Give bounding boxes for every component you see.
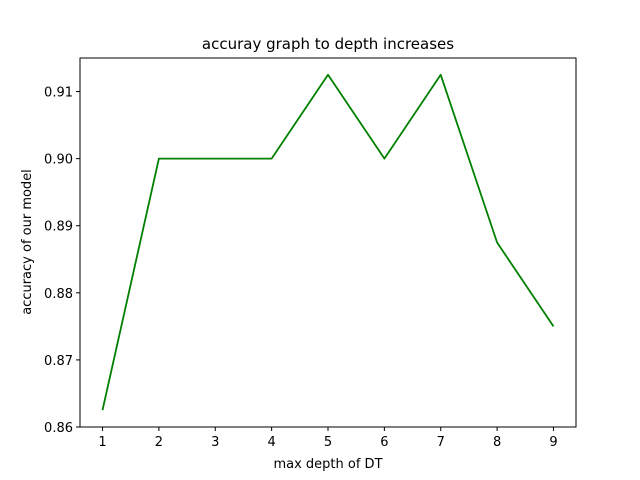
x-axis-label: max depth of DT <box>273 457 382 472</box>
x-tick-label: 2 <box>155 435 163 450</box>
chart-title: accuray graph to depth increases <box>202 35 454 53</box>
y-axis-label: accuracy of our model <box>20 169 35 315</box>
x-tick-label: 7 <box>437 435 445 450</box>
series-layer <box>101 73 555 411</box>
x-tick-label: 1 <box>98 435 106 450</box>
y-tick-label: 0.89 <box>44 220 73 235</box>
y-tick-label: 0.87 <box>44 354 73 369</box>
x-tick-label: 3 <box>211 435 219 450</box>
x-tick-label: 9 <box>549 435 557 450</box>
x-tick-label: 6 <box>380 435 388 450</box>
y-tick-label: 0.86 <box>44 421 73 436</box>
x-tick-label: 8 <box>493 435 501 450</box>
y-axis: 0.86 0.87 0.88 0.89 0.90 0.91 <box>44 86 80 436</box>
y-tick-label: 0.88 <box>44 287 73 302</box>
y-tick-label: 0.91 <box>44 86 73 101</box>
axes-frame <box>79 57 577 428</box>
y-tick-label: 0.90 <box>44 153 73 168</box>
x-axis: 1 2 3 4 5 6 7 8 9 <box>98 427 558 450</box>
x-tick-label: 4 <box>267 435 275 450</box>
x-tick-label: 5 <box>324 435 332 450</box>
